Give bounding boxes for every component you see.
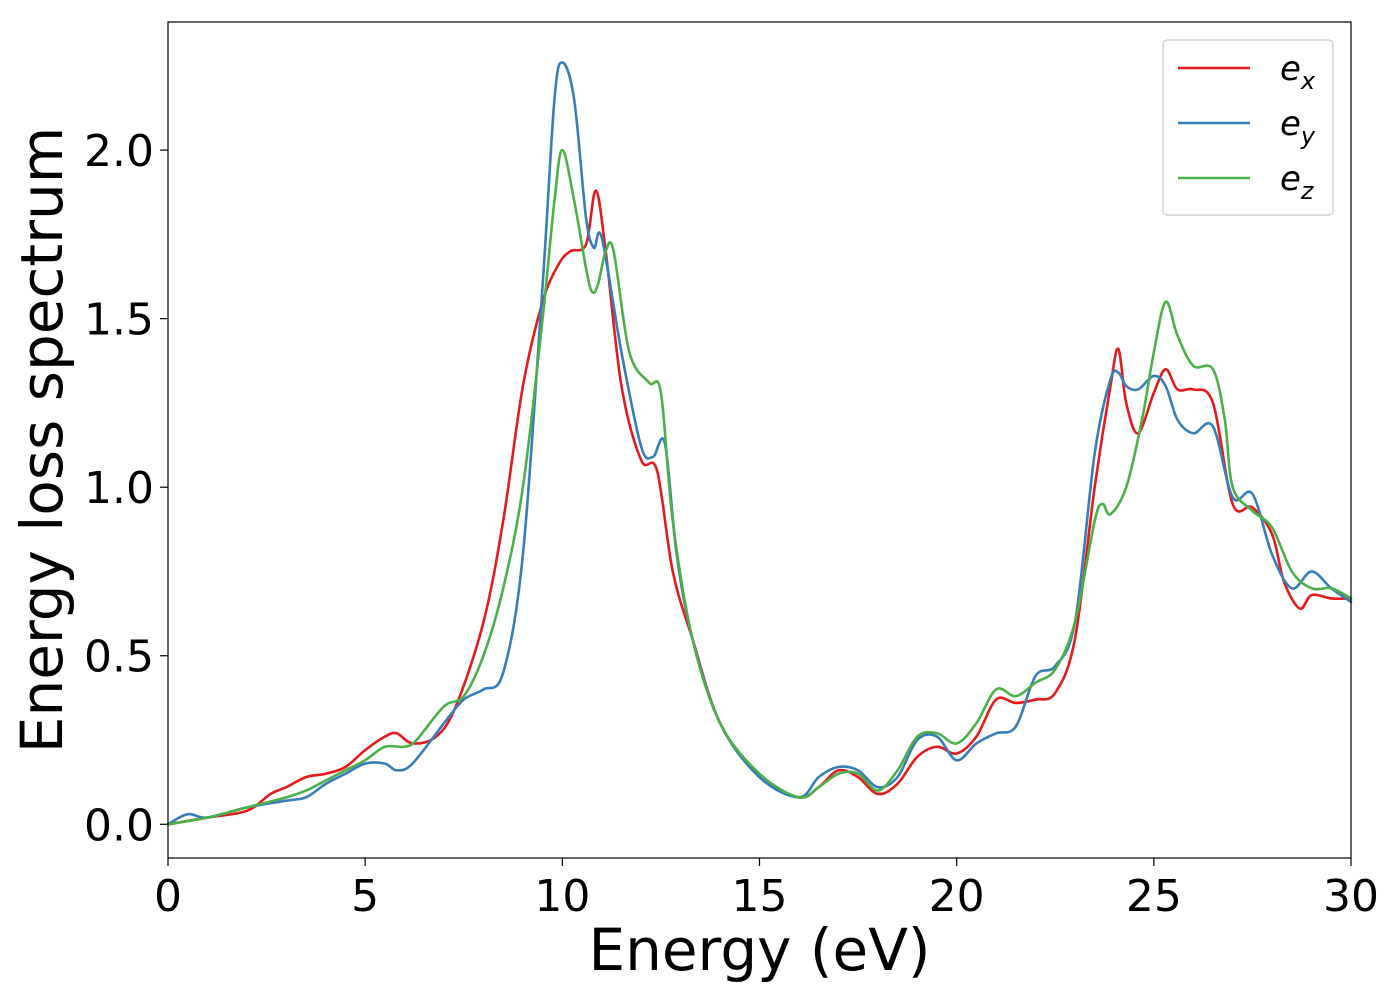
x-tick-label: 20 [929,871,985,922]
y-axis-label: Energy loss spectrum [8,127,76,753]
x-tick-label: 30 [1323,871,1379,922]
x-tick-label: 0 [154,871,182,922]
legend-box [1162,39,1334,216]
y-axis: 0.0 0.5 1.0 1.5 2.0 [84,126,168,851]
series-layer [166,61,1353,826]
x-tick-label: 5 [351,871,379,922]
x-tick-label: 10 [534,871,590,922]
x-axis-label: Energy (eV) [588,916,930,984]
y-tick-label: 1.5 [84,295,154,346]
y-tick-label: 0.5 [84,632,154,683]
x-tick-label: 15 [732,871,788,922]
y-tick-label: 1.0 [84,463,154,514]
x-axis: 0 5 10 15 20 25 30 [154,858,1379,922]
legend-label-x: ex [1280,49,1316,95]
x-tick-label: 25 [1126,871,1182,922]
y-tick-label: 0.0 [84,800,154,851]
y-tick-label: 2.0 [84,126,154,177]
series-line-z [166,148,1353,826]
legend-label-y: ey [1280,104,1316,150]
legend-label-z: ez [1280,159,1315,205]
legend: ex ey ez [1162,39,1334,216]
